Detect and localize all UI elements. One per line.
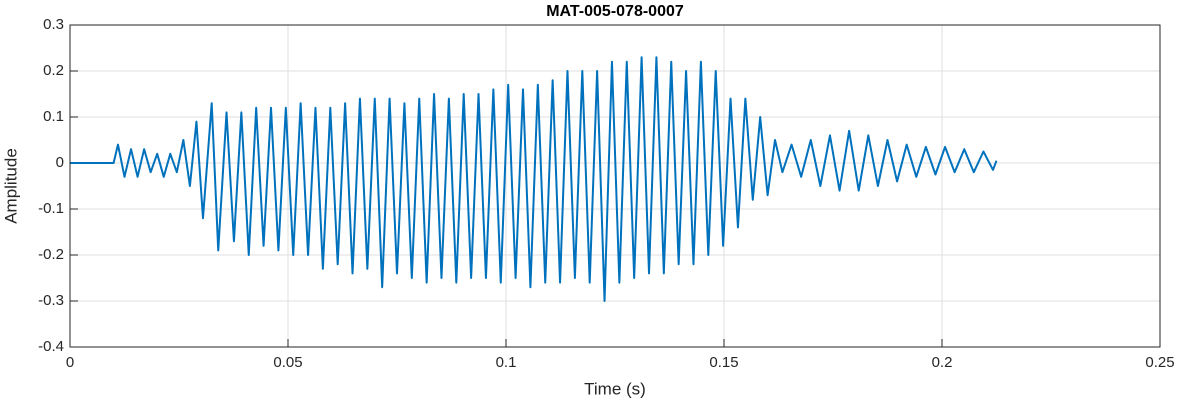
plot-border xyxy=(69,24,1161,348)
x-tick-label: 0 xyxy=(66,354,74,371)
x-tick-label: 0.1 xyxy=(496,354,517,371)
x-tick-label: 0.2 xyxy=(932,354,953,371)
x-tick-label: 0.25 xyxy=(1145,354,1174,371)
y-tick-label: 0 xyxy=(56,154,64,171)
y-tick-label: -0.2 xyxy=(38,246,64,263)
y-tick-label: 0.3 xyxy=(43,16,64,33)
chart-title: MAT-005-078-0007 xyxy=(546,3,684,20)
y-axis-label: Amplitude xyxy=(1,148,20,224)
y-tick-label: 0.1 xyxy=(43,108,64,125)
x-tick-label: 0.15 xyxy=(709,354,738,371)
x-axis-label: Time (s) xyxy=(584,379,646,398)
y-tick-label: -0.4 xyxy=(38,338,64,355)
y-tick-label: -0.1 xyxy=(38,200,64,217)
plot-area xyxy=(70,25,1160,347)
y-tick-label: -0.3 xyxy=(38,292,64,309)
x-tick-label: 0.05 xyxy=(273,354,302,371)
marks xyxy=(70,56,998,302)
y-tick-label: 0.2 xyxy=(43,62,64,79)
waveform-line xyxy=(70,56,998,302)
